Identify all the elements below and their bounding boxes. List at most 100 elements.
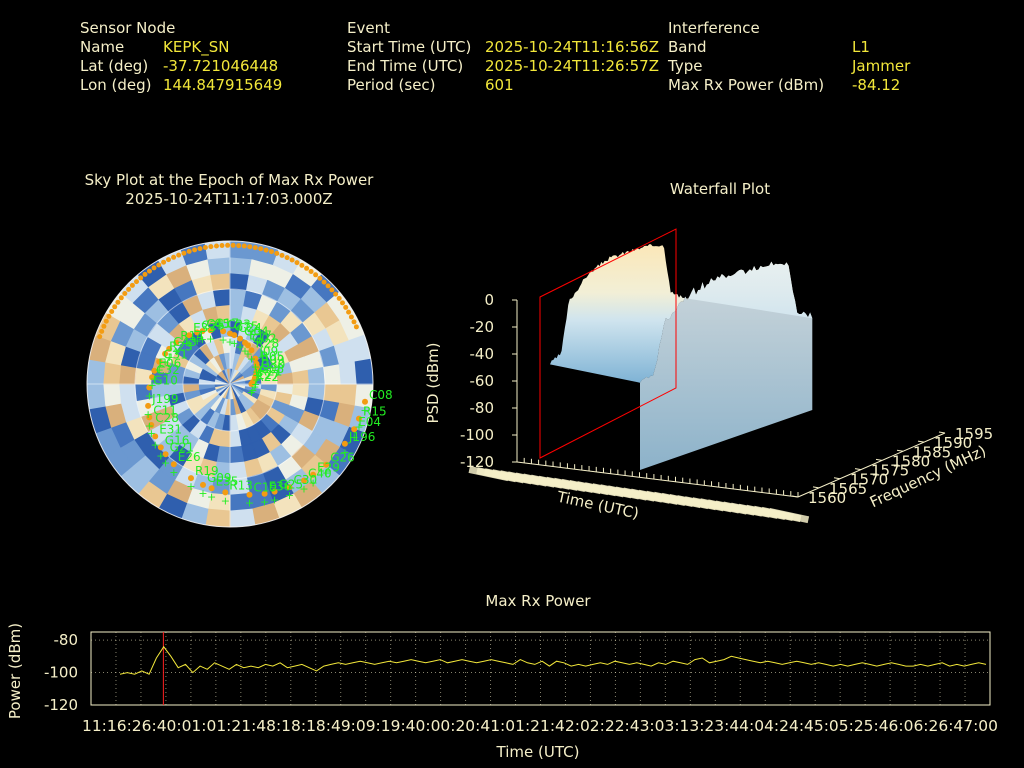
satellite-track-point — [299, 262, 305, 268]
satellite-label: C30 — [294, 473, 318, 487]
satellite-position — [356, 415, 362, 422]
satellite-marker: + — [230, 337, 239, 350]
satellite-track-point — [294, 260, 300, 266]
satellite-track-point — [126, 286, 132, 292]
satellite-track-point — [97, 334, 103, 340]
satellite-position — [242, 339, 248, 346]
satellite-track-point — [258, 246, 264, 252]
satellite-track-point — [321, 279, 327, 285]
satellite-track-point — [101, 323, 107, 329]
satellite-marker: + — [221, 494, 230, 507]
satellite-track-point — [351, 319, 357, 325]
satellite-label: R15 — [363, 405, 387, 419]
satellite-marker: + — [186, 480, 195, 493]
satellite-track-point — [289, 257, 295, 263]
satellite-position — [271, 488, 278, 495]
satellite-position — [249, 379, 256, 385]
maxrx-x-tick-labels: 11:16:26:40:01:01:21:48:18:18:49:09:19:4… — [82, 717, 998, 735]
satellite-track-point — [134, 279, 139, 285]
satellite-track-point — [329, 287, 335, 293]
satellite-marker: + — [251, 378, 260, 391]
satellite-track-point — [166, 257, 171, 263]
event-start-label: Start Time (UTC) — [347, 38, 472, 56]
waterfall-freq-tick — [812, 486, 820, 489]
satellite-label: R13 — [229, 478, 253, 492]
satellite-label: E27 — [257, 368, 280, 382]
waterfall-freq-tick-label: 1575 — [871, 462, 909, 480]
sensor-name-value: KEPK_SN — [163, 38, 230, 56]
waterfall-surface — [550, 244, 813, 470]
satellite-track-point — [263, 247, 269, 253]
waterfall-freq-tick-label: 1580 — [892, 452, 930, 470]
satellite-label: R19 — [195, 464, 219, 478]
satellite-label: R09 — [261, 353, 285, 367]
satellite-label: C32 — [156, 363, 180, 377]
event-end-value: 2025-10-24T11:26:57Z — [485, 57, 659, 75]
satellite-track-point — [197, 246, 203, 252]
satellite-marker: + — [252, 374, 261, 387]
satellite-marker: + — [145, 419, 154, 432]
satellite-label: G17 — [215, 316, 240, 330]
satellite-position — [166, 345, 173, 352]
waterfall-time-tick-label — [768, 508, 810, 524]
satellite-marker: + — [198, 333, 207, 346]
waterfall-freq-tick-label: 1595 — [955, 425, 993, 443]
satellite-track-point — [161, 259, 167, 265]
waterfall-freq-tick — [896, 449, 904, 452]
maxrx-grid — [91, 632, 990, 706]
satellite-marker: + — [198, 487, 207, 500]
satellite-label: C25 — [201, 319, 225, 333]
waterfall-freq-tick — [833, 477, 841, 480]
satellite-marker: + — [169, 466, 178, 479]
satellite-label: C24 — [238, 321, 262, 335]
sensor-name-label: Name — [80, 38, 125, 56]
satellite-marker: + — [322, 467, 331, 480]
satellite-marker: + — [150, 373, 159, 386]
satellite-position — [173, 339, 180, 346]
satellite-track-point — [181, 250, 187, 256]
satellite-position — [162, 350, 169, 357]
satellite-position — [252, 355, 259, 362]
satellite-track-point — [236, 243, 242, 249]
sensor-lat-label: Lat (deg) — [80, 57, 149, 75]
satellite-label: E26 — [178, 450, 201, 464]
satellite-position — [220, 328, 227, 335]
satellite-label: R14 — [180, 329, 204, 343]
satellite-track-point — [171, 254, 177, 260]
satellite-marker: + — [308, 477, 317, 490]
satellite-track-point — [304, 265, 310, 271]
sensor-lon-value: 144.847915649 — [163, 76, 283, 94]
satellite-marker: + — [172, 345, 181, 358]
satellite-track-point — [284, 255, 290, 261]
interference-power-label: Max Rx Power (dBm) — [668, 76, 825, 94]
waterfall-freq-tick-label: 1570 — [850, 471, 888, 489]
satellite-track-point — [106, 313, 112, 319]
maxrx-y-label: Power (dBm) — [6, 623, 24, 719]
interference-type-value: Jammer — [852, 57, 911, 75]
satellite-marker: + — [156, 449, 165, 462]
satellite-label: G26 — [330, 451, 355, 465]
satellite-position — [148, 422, 155, 428]
satellite-label: C43 — [173, 335, 197, 349]
sky-plot-grid — [86, 240, 374, 528]
satellite-position — [146, 414, 153, 421]
satellite-label: C28 — [155, 411, 179, 425]
satellite-position — [170, 461, 177, 468]
satellite-label: E04 — [358, 415, 381, 429]
satellite-track-point — [214, 243, 219, 249]
maxrx-y-tick-label: -120 — [44, 696, 78, 714]
satellite-position — [253, 360, 260, 367]
satellite-track-point — [336, 295, 342, 301]
waterfall-z-tick-label: -60 — [470, 372, 495, 390]
satellite-position — [286, 484, 293, 491]
satellite-marker: + — [248, 384, 257, 397]
satellite-position — [146, 384, 153, 391]
satellite-label: E35 — [216, 474, 239, 488]
satellite-marker: + — [285, 489, 294, 502]
satellite-label: E36 — [269, 480, 292, 494]
satellite-position — [145, 402, 152, 409]
satellite-position — [351, 426, 358, 433]
